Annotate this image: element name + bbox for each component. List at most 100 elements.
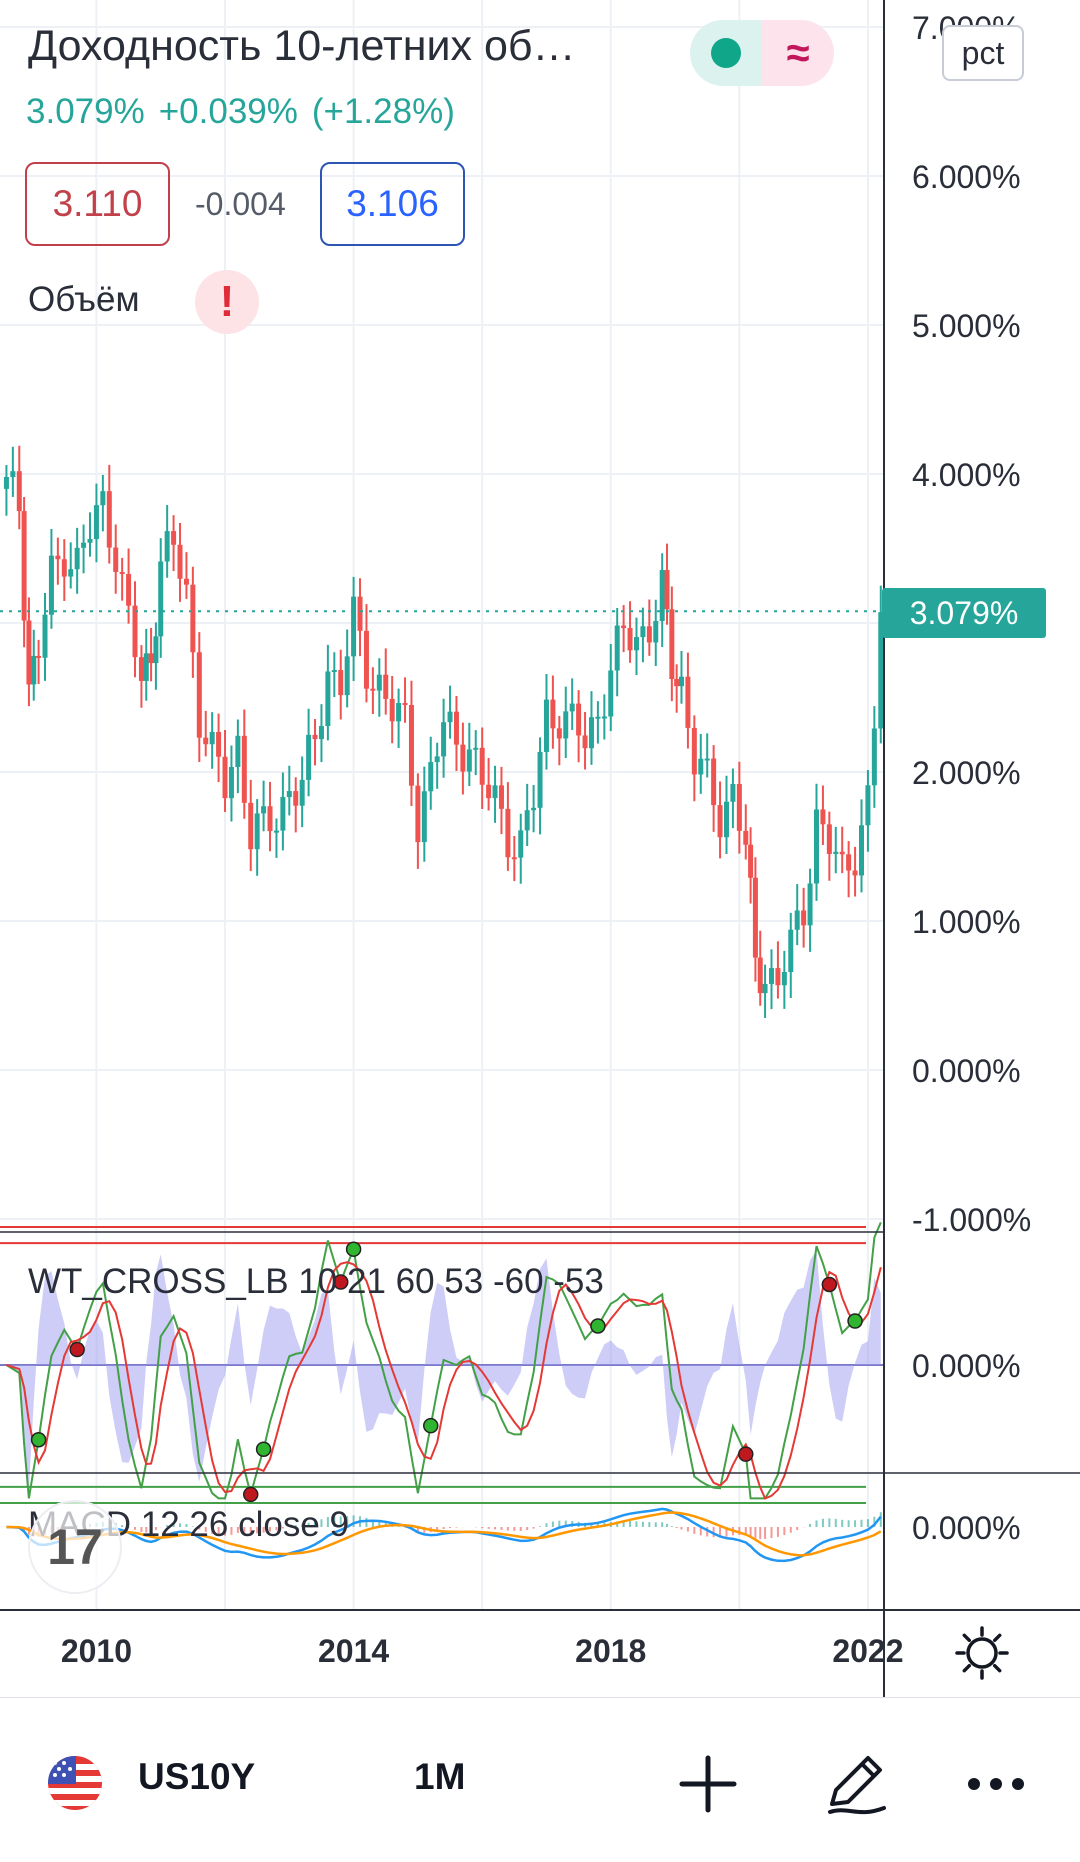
candle-body	[768, 968, 774, 984]
candle-body	[434, 756, 440, 763]
wt-cross-dot	[738, 1446, 754, 1462]
price-tick-label: 4.000%	[912, 457, 1021, 493]
symbol-button[interactable]: US10Y	[138, 1756, 256, 1797]
us-flag-icon[interactable]	[48, 1756, 102, 1810]
candle-body	[788, 929, 794, 973]
candle-body	[113, 547, 119, 573]
candle-body	[132, 605, 138, 658]
candle-body	[839, 851, 845, 855]
market-status[interactable]: ≈	[690, 20, 834, 86]
candle-body	[858, 825, 864, 876]
candle-body	[669, 609, 675, 680]
plus-icon[interactable]	[670, 1746, 746, 1822]
price-summary: 3.079% +0.039% (+1.28%)	[26, 92, 469, 132]
candle-body	[447, 711, 453, 723]
candle-body	[48, 555, 54, 615]
candle-body	[524, 810, 530, 831]
candle-body	[704, 758, 710, 761]
wt-cross-dot	[242, 1486, 259, 1503]
price-tick-label: 2.000%	[912, 755, 1021, 791]
candle-body	[865, 785, 871, 826]
candle-body	[183, 578, 189, 585]
candle-body	[730, 784, 736, 802]
candle-body	[698, 758, 704, 775]
candle-body	[781, 972, 787, 986]
candle-body	[280, 797, 286, 831]
buy-button[interactable]: 3.106	[320, 162, 465, 246]
candle-body	[543, 699, 549, 752]
candle-body	[752, 877, 758, 958]
candle-body	[228, 767, 234, 799]
candle-body	[376, 674, 382, 691]
spread-value: -0.004	[195, 186, 286, 222]
time-tick-label: 2022	[832, 1633, 903, 1669]
price-tick-label: 6.000%	[912, 159, 1021, 195]
last-price-tag: 3.079%	[882, 588, 1046, 638]
gear-icon[interactable]	[953, 1624, 1011, 1682]
candle-body	[106, 491, 112, 548]
more-icon[interactable]	[958, 1746, 1034, 1822]
macd-pane	[6, 1507, 882, 1563]
price-change: +0.039%	[158, 92, 298, 131]
candle-body	[55, 555, 61, 560]
candle-body	[3, 476, 9, 489]
candle-body	[100, 491, 106, 506]
candle-body	[21, 511, 27, 621]
bottom-toolbar: US10Y 1M	[0, 1697, 1080, 1862]
price-candles	[3, 445, 884, 1018]
wt-histogram-area	[0, 1250, 881, 1489]
wt-cross-dot	[821, 1276, 838, 1293]
wt-cross-dot	[332, 1274, 349, 1290]
candle-body	[653, 621, 659, 643]
candle-body	[402, 703, 408, 706]
candle-body	[261, 806, 267, 814]
time-tick-label: 2014	[318, 1633, 389, 1669]
candle-body	[466, 749, 472, 772]
sell-button[interactable]: 3.110	[25, 162, 170, 246]
price-tick-label: -1.000%	[912, 1202, 1031, 1238]
candle-body	[659, 570, 665, 622]
candle-body	[196, 652, 202, 738]
signal-line	[6, 1511, 882, 1557]
candle-body	[460, 744, 466, 772]
wt-cross-dot	[255, 1441, 272, 1457]
candle-body	[492, 785, 498, 799]
candle-body	[389, 698, 395, 722]
candle-body	[833, 851, 839, 854]
candle-body	[93, 505, 99, 540]
candle-body	[595, 716, 601, 719]
candle-body	[601, 716, 607, 719]
candle-body	[31, 655, 37, 685]
candle-body	[42, 614, 48, 658]
scale-pct-button[interactable]: pct	[942, 25, 1024, 81]
time-tick-label: 2018	[575, 1633, 646, 1669]
indicator-tick-label: 0.000%	[912, 1348, 1021, 1384]
volume-label[interactable]: Объём	[28, 280, 140, 319]
wt-cross-dot	[590, 1318, 606, 1334]
approx-icon: ≈	[762, 20, 834, 86]
candle-body	[267, 806, 273, 832]
candle-body	[126, 574, 132, 606]
candle-body	[479, 747, 485, 785]
symbol-title[interactable]: Доходность 10-летних об…	[28, 22, 576, 70]
wt1-line	[5, 1222, 882, 1500]
volume-warning-icon[interactable]: !	[195, 270, 259, 334]
candle-body	[531, 807, 537, 811]
candle-body	[736, 784, 742, 831]
wt2-line	[6, 1261, 882, 1500]
candle-body	[10, 471, 16, 477]
candle-body	[717, 805, 723, 838]
price-axis: 7.000%6.000%5.000%4.000%3.000%2.000%1.00…	[912, 10, 1031, 1546]
interval-button[interactable]: 1M	[414, 1756, 466, 1797]
candle-body	[254, 813, 260, 850]
candle-body	[537, 751, 543, 808]
wt-cross-label[interactable]: WT_CROSS_LB 10 21 60 53 -60 -53	[28, 1262, 604, 1301]
candle-body	[820, 809, 826, 825]
candle-body	[415, 785, 421, 843]
wt-cross-dot	[422, 1417, 439, 1434]
pen-icon[interactable]	[818, 1746, 894, 1822]
candle-body	[556, 728, 562, 739]
last-price: 3.079%	[26, 92, 145, 131]
candle-body	[74, 547, 80, 570]
